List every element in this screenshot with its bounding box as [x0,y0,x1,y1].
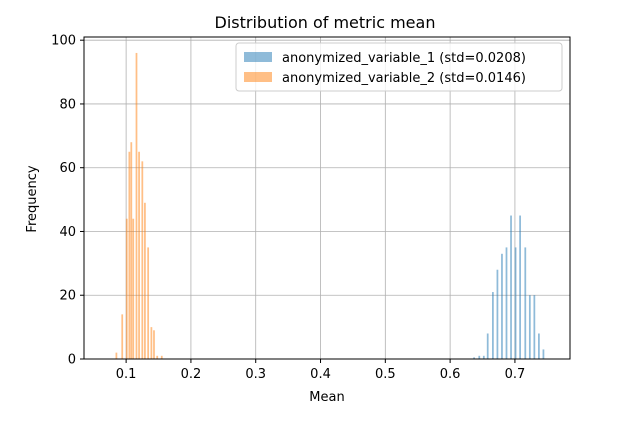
y-axis-label: Frequency [25,165,40,232]
y-tick-label: 20 [59,289,76,304]
histogram-bar-variable-1 [514,247,517,359]
legend-label-variable-1: anonymized_variable_1 (std=0.0208) [282,51,526,66]
histogram-bar-variable-2 [125,218,128,359]
legend: anonymized_variable_1 (std=0.0208) anony… [235,42,563,92]
histogram-bar-variable-2 [115,352,118,359]
histogram-bar-variable-2 [128,151,131,359]
histogram-bar-variable-1 [533,295,536,359]
histogram-bar-variable-2 [156,355,159,359]
y-axis-ticks: 0 20 40 60 80 100 [51,34,84,368]
y-tick-label: 0 [68,353,76,368]
legend-swatch-variable-2 [244,72,272,82]
histogram-bar-variable-2 [160,355,163,359]
y-tick-label: 80 [59,97,76,112]
histogram-bar-variable-1 [501,253,503,359]
histogram-bar-variable-1 [482,355,485,359]
histogram-bar-variable-1 [496,269,499,359]
histogram-bar-variable-1 [486,333,489,359]
histogram-bar-variable-2 [153,330,155,359]
histogram-bar-variable-2 [130,142,133,359]
x-axis-ticks: 0.1 0.2 0.3 0.4 0.5 0.6 0.7 [116,359,525,382]
y-tick-label: 60 [59,161,76,176]
chart-title: Distribution of metric mean [215,13,436,32]
legend-swatch-variable-1 [244,52,272,62]
histogram-bars [115,52,545,360]
histogram-bar-variable-2 [141,161,144,359]
legend-box [235,42,563,92]
x-axis-label: Mean [309,390,344,405]
histogram-bar-variable-2 [121,314,124,359]
histogram-bar-variable-2 [144,202,146,359]
x-tick-label: 0.7 [505,367,526,382]
x-tick-label: 0.3 [245,367,266,382]
histogram-bar-variable-2 [150,327,153,359]
histogram-bar-variable-1 [505,247,508,359]
histogram-bar-variable-1 [478,355,481,359]
histogram-bar-variable-1 [519,215,521,359]
histogram-bar-variable-1 [492,292,494,359]
histogram-bar-variable-2 [138,151,140,359]
x-tick-label: 0.2 [181,367,202,382]
y-tick-label: 100 [51,34,76,49]
x-tick-label: 0.4 [310,367,331,382]
legend-label-variable-2: anonymized_variable_2 (std=0.0146) [282,71,526,86]
histogram-bar-variable-1 [510,215,512,359]
histogram-bar-variable-1 [473,357,475,359]
y-tick-label: 40 [59,225,76,240]
x-tick-label: 0.1 [116,367,137,382]
histogram-bar-variable-1 [528,295,531,359]
histogram-bar-variable-1 [542,349,545,359]
histogram-bar-variable-1 [524,247,527,359]
histogram-bar-variable-2 [132,218,135,359]
x-tick-label: 0.5 [375,367,396,382]
histogram-bar-variable-2 [147,247,150,359]
histogram-bar-variable-1 [538,333,540,359]
x-tick-label: 0.6 [440,367,461,382]
plot-frame [83,36,571,360]
histogram-bar-variable-2 [135,52,138,360]
